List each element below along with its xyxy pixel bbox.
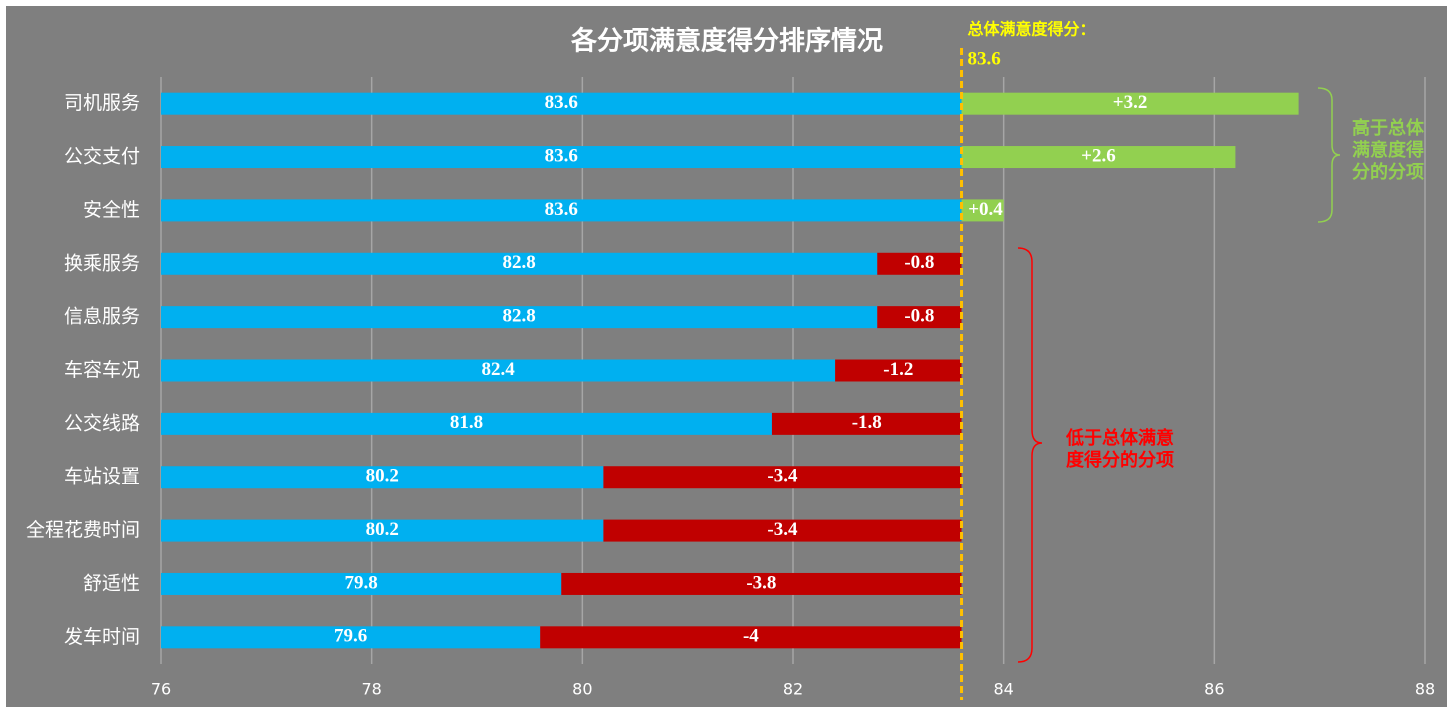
data-label: 79.8 <box>345 572 378 593</box>
data-label: +0.4 <box>968 199 1003 220</box>
data-label: +2.6 <box>1081 145 1116 166</box>
y-tick-label: 全程花费时间 <box>26 519 140 541</box>
bar <box>877 306 962 329</box>
bar <box>161 199 962 222</box>
bracket <box>1017 247 1043 663</box>
data-label: 79.6 <box>334 626 367 647</box>
annotation: 低于总体满意度得分的分项 <box>1066 428 1174 471</box>
bracket <box>1317 87 1341 223</box>
x-tick-label: 84 <box>993 680 1013 699</box>
data-label: 83.6 <box>545 145 578 166</box>
bar <box>161 572 562 595</box>
x-tick-label: 86 <box>1204 680 1224 699</box>
data-label: -1.8 <box>852 412 882 433</box>
y-tick-label: 换乘服务 <box>64 252 140 274</box>
data-label: -0.8 <box>904 252 934 273</box>
x-tick-label: 76 <box>151 680 171 699</box>
data-label: -3.4 <box>767 466 798 487</box>
bar <box>603 466 962 489</box>
annotation: 高于总体满意度得分的分项 <box>1352 118 1424 183</box>
y-tick-label: 舒适性 <box>83 572 140 594</box>
bar <box>877 252 962 275</box>
bar <box>161 359 836 382</box>
data-label: 80.2 <box>366 519 399 540</box>
data-label: 82.4 <box>481 359 515 380</box>
bar <box>961 92 1299 115</box>
reference-label: 总体满意度得分： <box>968 20 1096 39</box>
y-tick-label: 安全性 <box>83 199 140 221</box>
x-tick-label: 88 <box>1415 680 1435 699</box>
data-label: 82.8 <box>503 252 536 273</box>
data-label: +3.2 <box>1113 92 1148 113</box>
y-tick-label: 信息服务 <box>64 306 140 328</box>
bar <box>603 519 962 542</box>
chart-title: 各分项满意度得分排序情况 <box>570 26 883 57</box>
y-tick-label: 司机服务 <box>64 92 140 114</box>
bar <box>161 92 962 115</box>
bar <box>835 359 962 382</box>
data-label: 81.8 <box>450 412 483 433</box>
data-label: 80.2 <box>366 466 399 487</box>
x-tick-label: 82 <box>783 680 803 699</box>
bar <box>561 572 962 595</box>
data-label: 83.6 <box>545 92 578 113</box>
bar <box>161 412 772 435</box>
data-label: -3.4 <box>767 519 798 540</box>
bar <box>961 199 1004 222</box>
x-tick-label: 78 <box>361 680 381 699</box>
bar <box>771 412 962 435</box>
reference-value: 83.6 <box>968 48 1001 69</box>
bar <box>161 146 962 169</box>
y-tick-label: 车站设置 <box>64 466 140 488</box>
y-tick-label: 发车时间 <box>64 626 140 648</box>
bar <box>961 146 1236 169</box>
data-label: -1.2 <box>883 359 913 380</box>
data-label: 82.8 <box>503 305 536 326</box>
bar <box>161 626 541 649</box>
x-tick-label: 80 <box>572 680 592 699</box>
bar <box>161 466 604 489</box>
y-tick-label: 公交线路 <box>64 412 140 434</box>
bar <box>161 306 878 329</box>
data-label: -4 <box>743 626 759 647</box>
data-label: -0.8 <box>904 305 934 326</box>
bar <box>161 519 604 542</box>
y-tick-label: 公交支付 <box>64 146 140 168</box>
y-tick-label: 车容车况 <box>64 359 140 381</box>
bar <box>540 626 962 649</box>
bar <box>161 252 878 275</box>
data-label: -3.8 <box>746 572 776 593</box>
data-label: 83.6 <box>545 199 578 220</box>
